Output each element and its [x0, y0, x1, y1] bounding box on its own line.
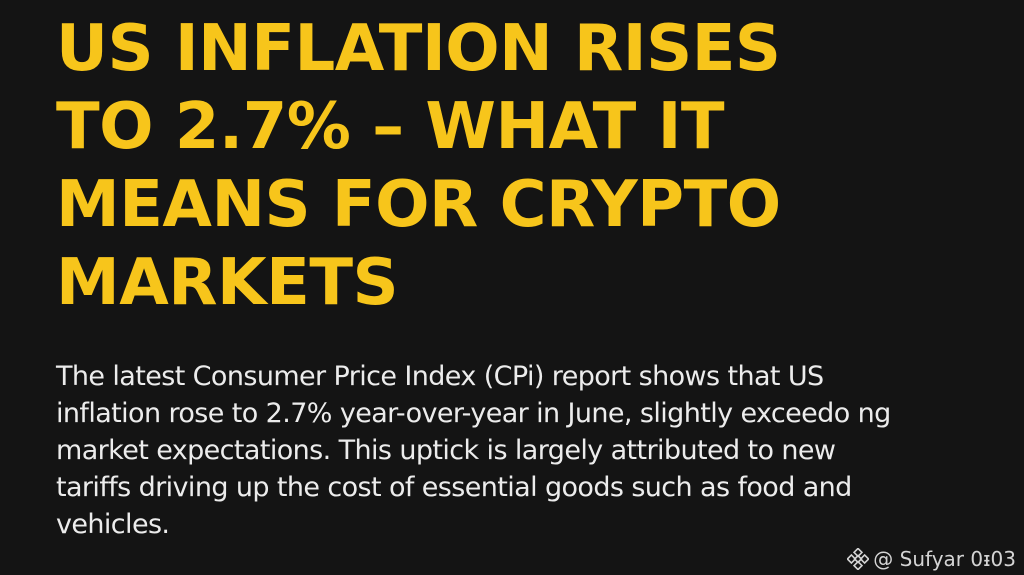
article-line-5: vehicles. — [56, 509, 170, 540]
article-line-4: tariffs driving up the cost of essential… — [56, 472, 852, 503]
headline-line-1: US INFLATION RISES — [56, 12, 781, 86]
article-line-3: market expectations. This uptick is larg… — [56, 435, 836, 466]
binance-logo-icon — [847, 548, 870, 570]
headline-line-3: MEANS FOR CRYPTO — [56, 168, 781, 242]
article-body: The latest Consumer Price Index (CPi) re… — [56, 358, 1006, 543]
watermark-text: @ Sufyar 0ᵻ03 — [873, 547, 1016, 571]
headline-line-4: MARKETS — [56, 246, 399, 320]
headline: US INFLATION RISES TO 2.7% – WHAT IT MEA… — [56, 10, 1006, 322]
headline-line-2: TO 2.7% – WHAT IT — [56, 90, 725, 164]
article-line-2: inflation rose to 2.7% year-over-year in… — [56, 398, 891, 429]
article-line-1: The latest Consumer Price Index (CPi) re… — [56, 361, 824, 392]
author-watermark: @ Sufyar 0ᵻ03 — [847, 547, 1016, 571]
